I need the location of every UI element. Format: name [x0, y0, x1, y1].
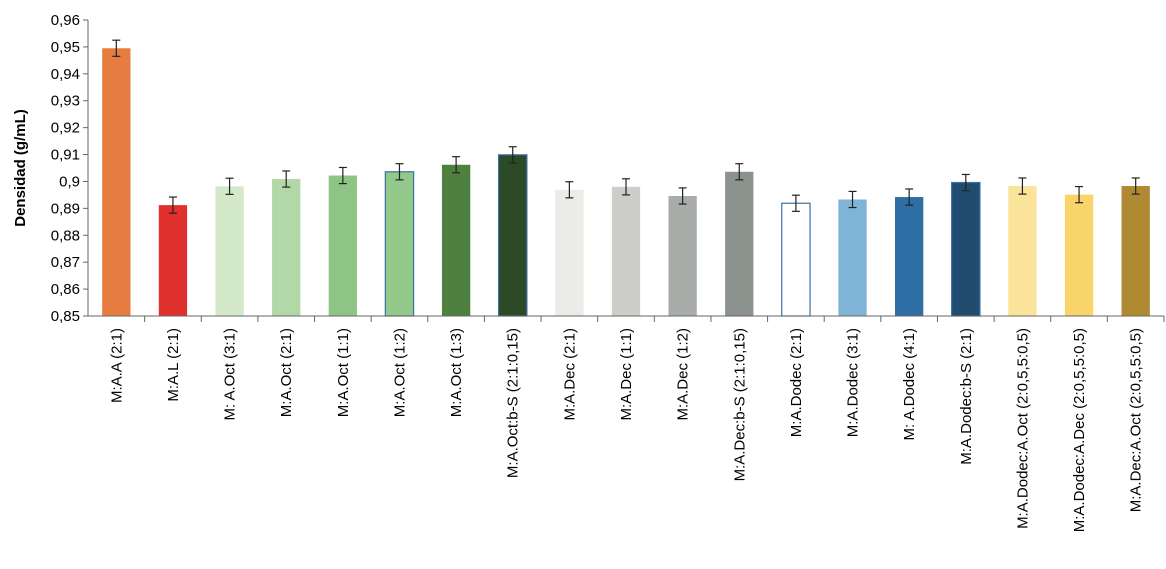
y-axis-ticks: 0,85 0,86 0,87 0,88 0,89 0,9 0,91 0,92 0,93 0,94 0…	[51, 12, 88, 325]
x-tick-label: M:A.Oct (1:3)	[448, 328, 465, 417]
error-bar	[961, 173, 970, 192]
error-bar	[452, 156, 461, 174]
bar	[102, 48, 131, 316]
bar	[555, 189, 584, 316]
y-tick-label: 0,93	[51, 93, 80, 110]
x-tick-label: M:A.Dodec:b-S (2:1)	[958, 328, 975, 465]
error-bar	[848, 190, 857, 209]
error-bar	[338, 166, 347, 185]
error-bar	[1075, 185, 1084, 204]
x-tick-label: M:A.Dec:A.Oct (2:0,5,5:0,5)	[1128, 328, 1145, 512]
error-bar	[508, 146, 517, 164]
bar	[328, 175, 357, 316]
x-tick-label: M:A.Oct:b-S (2:1:0,15)	[505, 328, 522, 478]
y-tick-label: 0,95	[51, 39, 80, 56]
bar	[215, 186, 244, 316]
error-bar	[395, 163, 404, 181]
error-bar	[678, 187, 687, 205]
x-axis-category-labels: M:A.A (2:1) M:A.L (2:1) M: A.Oct (3:1) M:A.…	[108, 328, 1144, 532]
error-bar	[905, 188, 914, 206]
error-bar	[112, 39, 121, 57]
x-tick-label: M:A.Oct (1:2)	[391, 328, 408, 417]
y-tick-label: 0,87	[51, 254, 80, 271]
x-tick-label: M:A.Dodec:A.Oct (2:0,5,5:0,5)	[1014, 328, 1031, 529]
bar	[951, 181, 981, 317]
bar	[158, 205, 188, 316]
x-tick-label: M:A.L (2:1)	[165, 328, 182, 402]
x-tick-label: M:A.A (2:1)	[108, 328, 125, 403]
error-bar	[1018, 177, 1027, 195]
x-tick-label: M:A.Dec:b-S (2:1:0,15)	[731, 328, 748, 481]
error-bar	[282, 170, 291, 188]
y-axis-label: Densidad (g/mL)	[12, 109, 29, 227]
x-tick-label: M: A.Oct (3:1)	[222, 328, 239, 421]
error-bar	[225, 177, 234, 195]
x-tick-label: M:A.Oct (1:1)	[335, 328, 352, 417]
y-tick-label: 0,85	[51, 308, 80, 325]
x-tick-label: M:A.Dodec (2:1)	[788, 328, 805, 437]
x-tick-label: M:A.Dodec:A.Dec (2:0,5,5:0,5)	[1071, 328, 1088, 532]
error-bar	[1131, 177, 1140, 195]
y-tick-label: 0,88	[51, 227, 80, 244]
bar	[725, 171, 754, 316]
x-tick-label: M:A.Dec (1:2)	[675, 328, 692, 421]
bar	[497, 154, 528, 317]
bar	[611, 186, 641, 316]
bar	[384, 171, 415, 317]
bar	[1121, 186, 1150, 316]
bar	[895, 197, 924, 316]
bars	[102, 48, 1150, 317]
bar	[838, 199, 867, 316]
y-tick-label: 0,94	[51, 66, 80, 83]
y-tick-label: 0,86	[51, 281, 80, 298]
bar	[441, 164, 471, 316]
y-tick-label: 0,96	[51, 12, 80, 29]
x-tick-label: M:A.Dec (1:1)	[618, 328, 635, 421]
error-bar	[168, 196, 177, 214]
bar	[781, 202, 811, 317]
axes	[87, 20, 1165, 322]
bar	[1008, 186, 1037, 316]
bar	[1064, 194, 1094, 316]
y-tick-label: 0,92	[51, 120, 80, 137]
x-tick-label: M: A.Dodec (4:1)	[901, 328, 918, 441]
error-bar	[565, 181, 574, 199]
x-tick-label: M:A.Oct (2:1)	[278, 328, 295, 417]
x-tick-label: M:A.Dodec (3:1)	[845, 328, 862, 437]
y-tick-label: 0,89	[51, 200, 80, 217]
error-bars	[112, 39, 1140, 214]
x-tick-label: M:A.Dec (2:1)	[561, 328, 578, 421]
y-tick-label: 0,9	[59, 173, 80, 190]
bar	[272, 179, 301, 316]
error-bar	[735, 163, 744, 181]
y-tick-label: 0,91	[51, 147, 80, 164]
error-bar	[622, 178, 630, 196]
error-bar	[791, 194, 800, 212]
bar	[668, 195, 697, 316]
